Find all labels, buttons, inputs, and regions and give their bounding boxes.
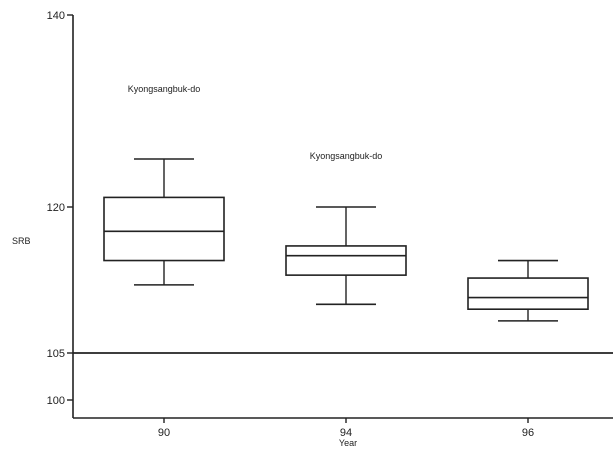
box-90: [103, 158, 225, 286]
y-tick-label: 140: [47, 10, 65, 22]
annotation-label: Kyongsangbuk-do: [128, 84, 201, 94]
annotation-label: Kyongsangbuk-do: [310, 151, 383, 161]
x-tick-label: 96: [522, 427, 534, 439]
axes: 100 105 120 140 90 94 96: [47, 10, 613, 439]
annotations-group: Kyongsangbuk-do Kyongsangbuk-do: [128, 84, 383, 161]
y-axis-label: SRB: [12, 236, 31, 246]
box-rect: [467, 277, 589, 311]
boxes-group: [103, 158, 589, 322]
y-tick-label: 105: [47, 348, 65, 360]
x-tick-label: 94: [340, 427, 352, 439]
box-rect: [103, 196, 225, 262]
box-96: [467, 259, 589, 322]
box-rect: [285, 245, 407, 276]
y-tick-label: 100: [47, 395, 65, 407]
x-axis-label: Year: [339, 438, 357, 448]
x-tick-label: 90: [158, 427, 170, 439]
box-94: [285, 206, 407, 306]
y-tick-label: 120: [47, 202, 65, 214]
